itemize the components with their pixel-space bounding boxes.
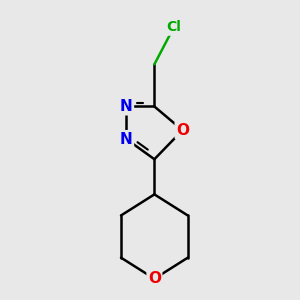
Text: N: N bbox=[120, 131, 133, 146]
Text: Cl: Cl bbox=[166, 20, 181, 34]
Text: O: O bbox=[176, 123, 189, 138]
Text: O: O bbox=[148, 271, 161, 286]
Text: N: N bbox=[120, 99, 133, 114]
